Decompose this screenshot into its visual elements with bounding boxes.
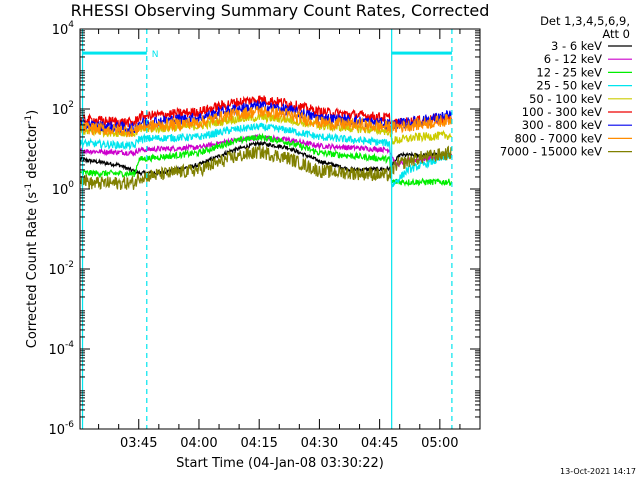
y-tick-label: 102 [52, 100, 74, 118]
timestamp: 13-Oct-2021 14:17 [560, 467, 636, 476]
axes: 03:45 04:00 04:15 04:30 04:45 05:00 10-6 10-4 10… [48, 20, 481, 451]
legend-header-line1: Det 1,3,4,5,6,9, [540, 14, 630, 28]
series-line-2 [79, 132, 453, 187]
legend-entry-label: 100 - 300 keV [522, 105, 602, 119]
y-tick-label: 104 [52, 20, 75, 38]
legend-entry-label: 12 - 25 keV [536, 65, 602, 79]
x-tick-label: 05:00 [421, 436, 458, 451]
x-tick-label: 04:00 [180, 436, 217, 451]
legend-entry-label: 800 - 7000 keV [514, 131, 602, 145]
y-tick-label: 10-4 [48, 340, 74, 358]
plot-frame [79, 28, 481, 430]
series-layer [79, 95, 453, 190]
legend-entry-label: 3 - 6 keV [551, 39, 602, 53]
y-tick-label: 10-6 [48, 420, 74, 438]
y-tick-label: 10-2 [48, 260, 74, 278]
y-axis-label: Corrected Count Rate (s-1 detector-1) [24, 110, 40, 348]
x-axis-label: Start Time (04-Jan-08 03:30:22) [176, 456, 384, 471]
observing-flags: N [81, 29, 453, 429]
x-tick-label: 04:15 [240, 436, 277, 451]
x-tick-label: 04:45 [361, 436, 398, 451]
legend-entry-label: 25 - 50 keV [536, 79, 602, 93]
flag-bar [82, 51, 147, 55]
x-tick-label: 04:30 [301, 436, 338, 451]
flag-bar [391, 51, 452, 55]
series-line-3 [79, 122, 452, 189]
flag-label: N [152, 50, 159, 60]
series-line-0 [79, 139, 453, 177]
chart-title: RHESSI Observing Summary Count Rates, Co… [71, 1, 490, 20]
legend-entry-label: 50 - 100 keV [529, 92, 602, 106]
legend-entry-label: 7000 - 15000 keV [500, 145, 602, 159]
series-line-7 [79, 105, 453, 138]
legend-entry-label: 6 - 12 keV [544, 52, 602, 66]
x-tick-label: 03:45 [120, 436, 157, 451]
series-line-5 [79, 95, 453, 129]
series-line-8 [79, 145, 453, 190]
legend-header-line2: Att 0 [602, 27, 630, 41]
legend-entry-label: 300 - 800 keV [522, 118, 602, 132]
y-tick-label: 100 [52, 180, 75, 198]
